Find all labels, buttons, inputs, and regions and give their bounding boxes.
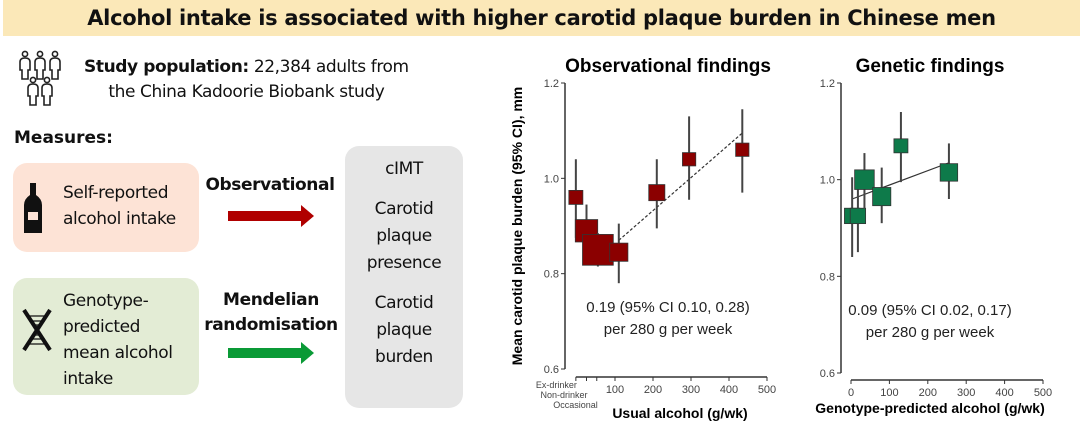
- data-point: [682, 152, 697, 167]
- exposure-genotype: Genotype-predicted mean alcohol intake: [13, 278, 199, 395]
- outcome-item: Carotid plaque presence: [366, 199, 442, 273]
- data-point: [939, 163, 959, 182]
- x-axis-label: Usual alcohol (g/wk): [612, 405, 747, 421]
- arrow-right-icon: [228, 205, 314, 227]
- measures-heading: Measures:: [14, 128, 113, 148]
- data-point: [735, 142, 750, 157]
- estimate-annotation: per 280 g per week: [866, 324, 995, 341]
- bottle-icon: [24, 183, 42, 233]
- trend-line: [618, 132, 743, 241]
- chart-title: Genetic findings: [856, 56, 1005, 77]
- chart-title: Observational findings: [565, 56, 771, 77]
- title-banner: Alcohol intake is associated with higher…: [3, 0, 1080, 36]
- population-label: Study population:: [84, 57, 249, 77]
- x-tick-label: 500: [758, 384, 776, 396]
- population-source: the China Kadoorie Biobank study: [108, 82, 385, 102]
- estimate-annotation: per 280 g per week: [604, 321, 733, 338]
- y-tick-label: 0.8: [820, 271, 835, 283]
- method-observational: Observational: [205, 175, 335, 195]
- population-text: 22,384 adults from: [253, 57, 409, 77]
- y-axis-label: Mean carotid plaque burden (95% CI), mm: [509, 87, 525, 366]
- data-point: [582, 234, 614, 266]
- estimate-annotation: 0.09 (95% CI 0.02, 0.17): [848, 302, 1011, 319]
- x-tick-label: 300: [957, 387, 975, 399]
- estimate-annotation: 0.19 (95% CI 0.10, 0.28): [586, 299, 749, 316]
- exposure-text: intake: [63, 369, 113, 389]
- exposure-text: mean alcohol: [63, 343, 173, 363]
- y-tick-label: 0.8: [544, 269, 559, 281]
- method-mendelian: Mendelian randomisation: [204, 290, 338, 335]
- x-tick-label: 400: [995, 387, 1013, 399]
- data-point: [849, 207, 867, 225]
- y-tick-label: 1.0: [544, 173, 559, 185]
- x-tick-label: 500: [1034, 387, 1052, 399]
- x-tick-label: 100: [880, 387, 898, 399]
- y-tick-label: 1.2: [544, 78, 559, 90]
- page-title: Alcohol intake is associated with higher…: [87, 6, 996, 30]
- data-point: [893, 138, 909, 154]
- data-point: [568, 189, 584, 205]
- exposure-text: Genotype-: [63, 291, 149, 311]
- exposure-text: Self-reported: [63, 183, 169, 203]
- outcome-item: Carotid plaque burden: [374, 293, 434, 367]
- x-axis-label: Genotype-predicted alcohol (g/wk): [815, 400, 1044, 416]
- exposure-text: predicted: [63, 317, 141, 337]
- data-point: [609, 242, 629, 262]
- outcome-item: cIMT: [385, 159, 423, 179]
- data-point: [648, 184, 666, 202]
- people-group-icon: [19, 50, 61, 106]
- x-tick-label: 300: [682, 384, 700, 396]
- x-category-label: Non-drinker: [540, 390, 587, 400]
- exposure-self-reported: Self-reported alcohol intake: [13, 163, 199, 252]
- exposure-text: alcohol intake: [63, 209, 176, 229]
- y-tick-label: 1.2: [820, 78, 835, 90]
- y-tick-label: 1.0: [820, 175, 835, 187]
- x-tick-label: 0: [848, 387, 854, 399]
- outcomes-box: cIMT Carotid plaque presence Carotid pla…: [345, 146, 463, 408]
- x-tick-label: 200: [919, 387, 937, 399]
- x-tick-label: 400: [720, 384, 738, 396]
- y-tick-label: 0.6: [544, 364, 559, 376]
- x-category-label: Ex-drinker: [536, 380, 577, 390]
- study-population: Study population: 22,384 adults from the…: [84, 55, 409, 105]
- x-category-label: Occasional: [553, 400, 598, 410]
- dna-icon: [22, 308, 52, 352]
- arrow-right-icon: [228, 342, 314, 364]
- data-point: [854, 169, 875, 190]
- y-tick-label: 0.6: [820, 368, 835, 380]
- x-tick-label: 200: [644, 384, 662, 396]
- x-tick-label: 100: [606, 384, 624, 396]
- data-point: [872, 187, 892, 207]
